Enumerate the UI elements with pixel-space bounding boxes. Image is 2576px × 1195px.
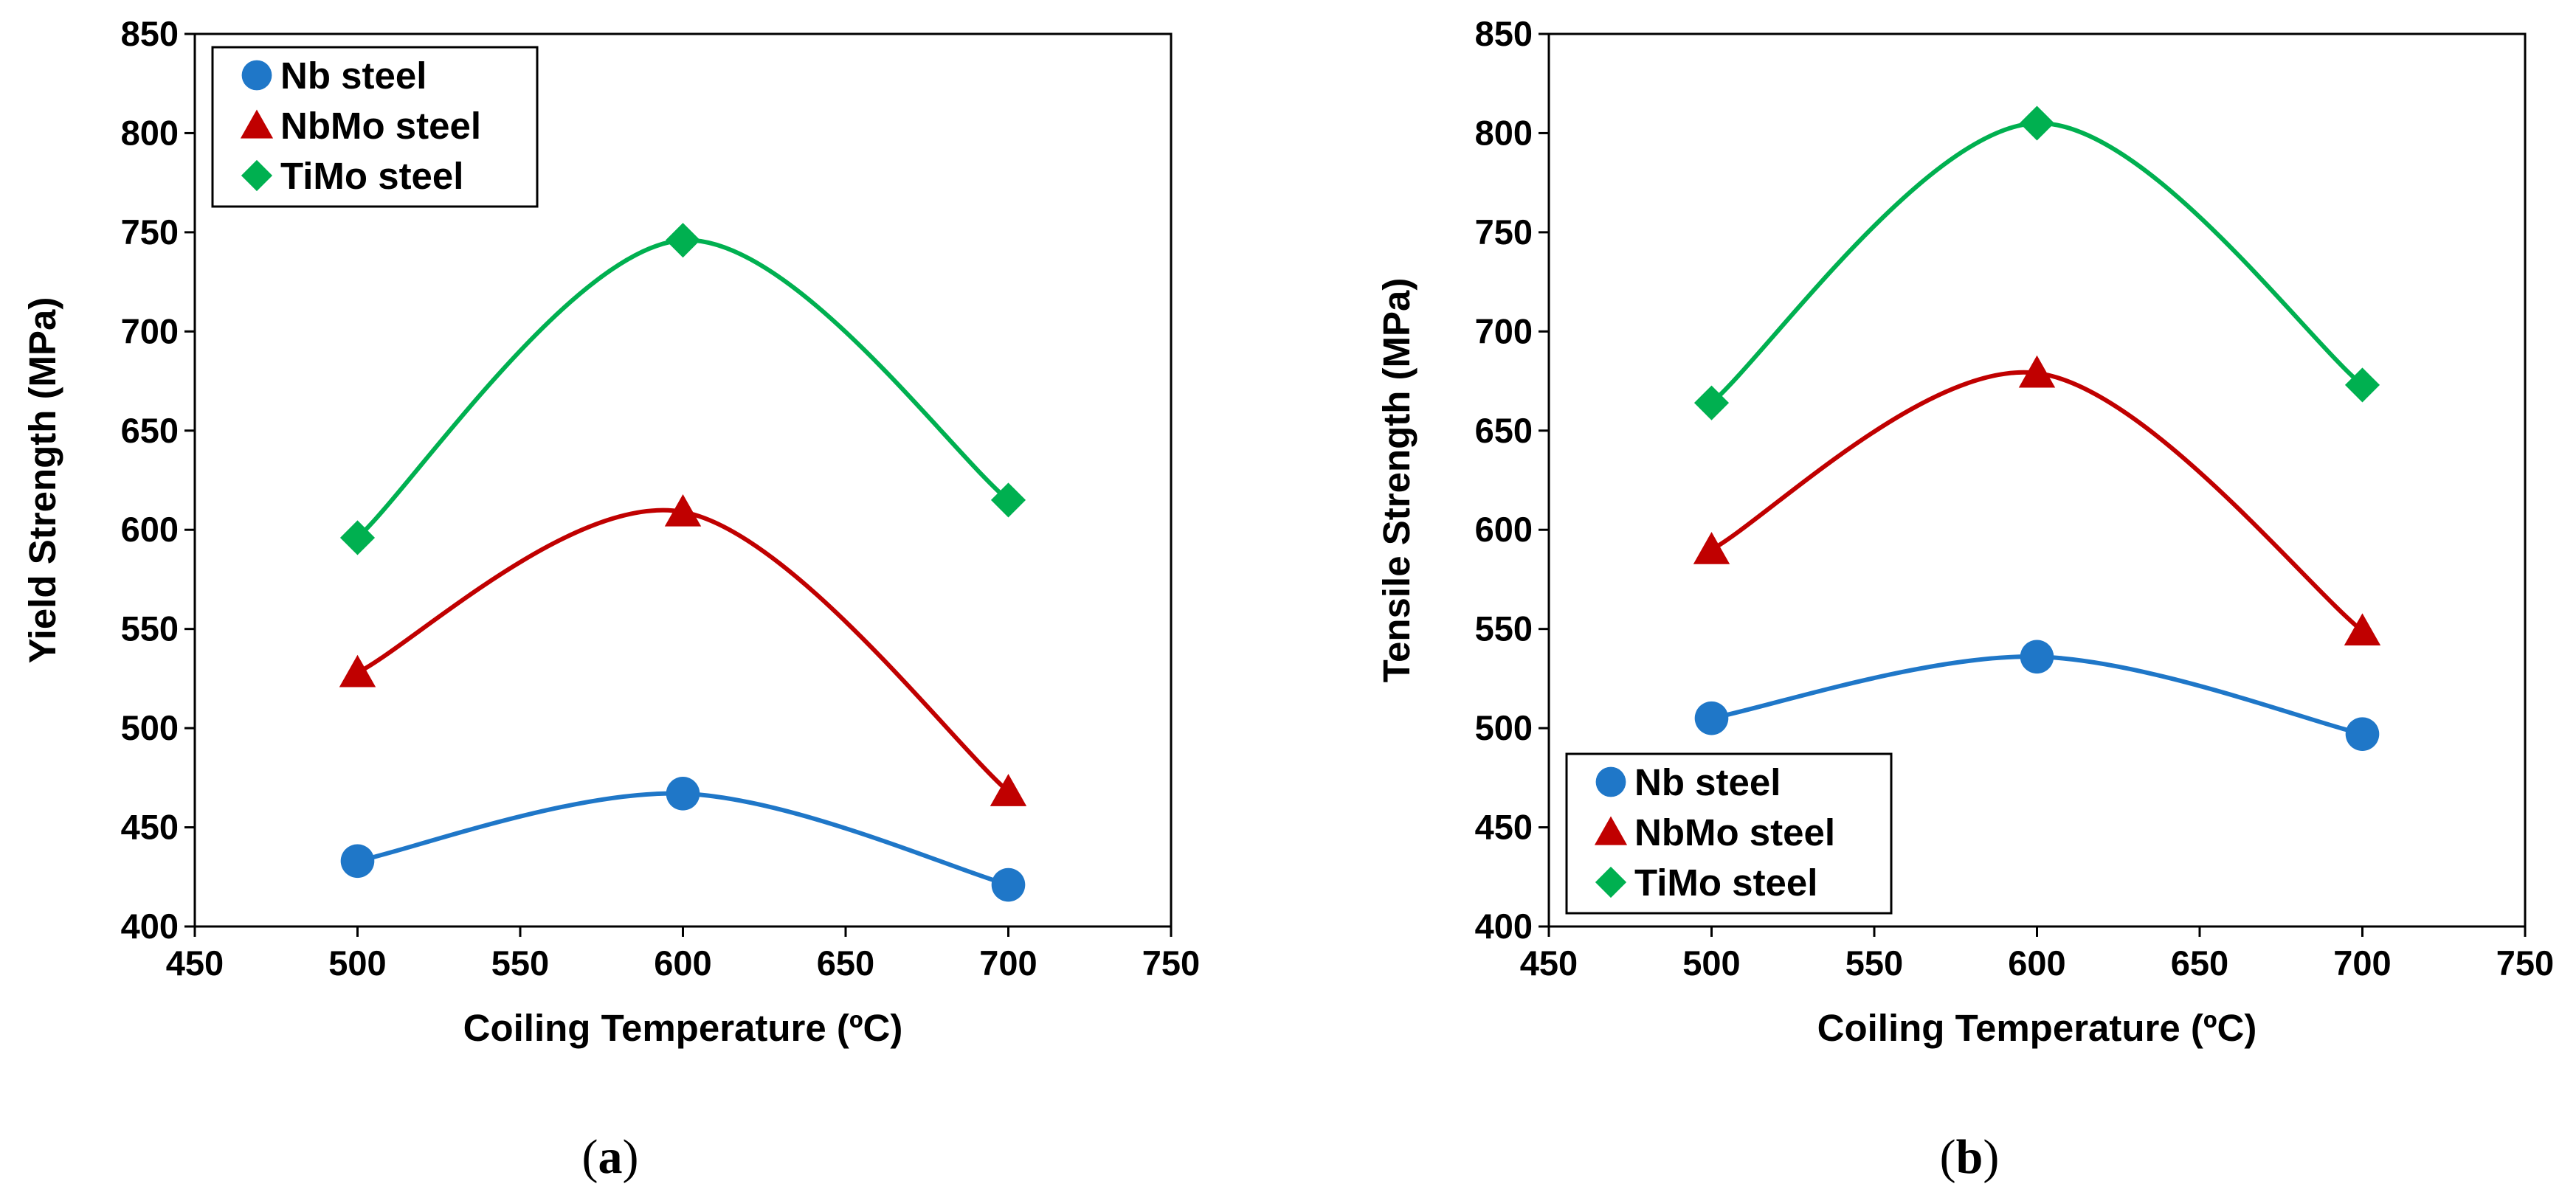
y-tick-label: 650	[1475, 411, 1533, 450]
y-tick-label: 550	[121, 609, 179, 648]
legend-marker	[1594, 816, 1628, 845]
x-tick-label: 650	[2171, 943, 2228, 983]
y-tick-label: 500	[1475, 708, 1533, 747]
legend-label: Nb steel	[1634, 761, 1781, 803]
data-point-timo-steel	[665, 223, 701, 258]
data-point-timo-steel	[2344, 367, 2380, 403]
y-tick-label: 750	[121, 212, 179, 252]
y-tick-label: 400	[121, 907, 179, 946]
x-tick-label: 750	[1142, 943, 1200, 983]
data-point-nbmo-steel	[1693, 532, 1730, 564]
y-tick-label: 600	[1475, 510, 1533, 549]
series-line-timo-steel	[356, 238, 1010, 540]
series-line-nbmo-steel	[356, 508, 1010, 794]
x-tick-label: 600	[2008, 943, 2065, 983]
data-point-nb-steel	[2020, 640, 2054, 674]
data-point-timo-steel	[1693, 385, 1730, 420]
data-point-nbmo-steel	[664, 493, 702, 527]
x-tick-label: 450	[166, 943, 224, 983]
y-tick-label: 700	[1475, 311, 1533, 350]
legend-marker	[240, 109, 274, 139]
data-point-nb-steel	[666, 777, 700, 811]
legend-label: NbMo steel	[1634, 811, 1835, 853]
data-point-nb-steel	[1694, 701, 1729, 735]
y-tick-label: 850	[121, 14, 179, 53]
x-tick-label: 550	[1845, 943, 1903, 983]
legend-label: TiMo steel	[280, 155, 463, 197]
y-tick-label: 800	[1475, 113, 1533, 152]
y-tick-label: 450	[121, 808, 179, 847]
x-tick-label: 500	[1682, 943, 1740, 983]
data-point-timo-steel	[339, 520, 376, 555]
y-tick-label: 700	[121, 311, 179, 350]
legend-marker	[1595, 866, 1627, 898]
x-tick-label: 600	[654, 943, 711, 983]
x-tick-label: 550	[491, 943, 549, 983]
x-tick-label: 700	[2333, 943, 2391, 983]
y-axis-title: Yield Strength (MPa)	[21, 297, 63, 664]
panel-label: (a)	[582, 1130, 639, 1184]
y-tick-label: 800	[121, 113, 179, 152]
y-axis-title: Tensile Strength (MPa)	[1375, 278, 1418, 683]
y-tick-label: 850	[1475, 14, 1533, 53]
legend-label: NbMo steel	[280, 105, 481, 147]
data-point-nb-steel	[991, 867, 1026, 902]
legend-marker	[241, 159, 273, 192]
y-tick-label: 600	[121, 510, 179, 549]
data-point-nbmo-steel	[2344, 613, 2381, 646]
data-point-nbmo-steel	[990, 774, 1027, 806]
x-tick-label: 500	[328, 943, 386, 983]
y-tick-label: 650	[121, 411, 179, 450]
data-point-timo-steel	[2019, 105, 2055, 141]
x-tick-label: 700	[979, 943, 1037, 983]
panel-label: (b)	[1940, 1130, 2000, 1184]
data-point-nbmo-steel	[339, 654, 376, 687]
y-tick-label: 750	[1475, 212, 1533, 252]
y-tick-label: 550	[1475, 609, 1533, 648]
legend-label: Nb steel	[280, 55, 427, 97]
y-tick-label: 450	[1475, 808, 1533, 847]
legend: Nb steel NbMo steel TiMo steel	[211, 46, 539, 208]
data-point-nb-steel	[2345, 717, 2380, 751]
x-tick-label: 650	[817, 943, 874, 983]
legend-marker	[241, 60, 272, 91]
data-point-timo-steel	[990, 482, 1026, 518]
x-tick-label: 750	[2496, 943, 2554, 983]
x-tick-label: 450	[1520, 943, 1578, 983]
legend-label: TiMo steel	[1634, 862, 1817, 904]
legend-marker	[1595, 766, 1626, 797]
y-tick-label: 500	[121, 708, 179, 747]
series-line-nbmo-steel	[1710, 370, 2364, 633]
data-point-nb-steel	[340, 844, 375, 879]
legend: Nb steel NbMo steel TiMo steel	[1565, 752, 1893, 915]
y-tick-label: 400	[1475, 907, 1533, 946]
x-axis-title: Coiling Temperature (ºC)	[463, 1007, 903, 1049]
x-axis-title: Coiling Temperature (ºC)	[1817, 1007, 2257, 1049]
data-point-nbmo-steel	[2018, 355, 2056, 388]
